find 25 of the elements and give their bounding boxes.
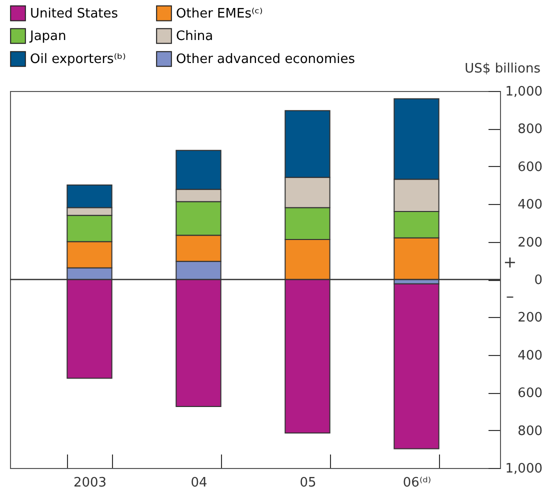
y-tick-label: 600 [518,386,542,402]
y-tick-label: 800 [518,424,542,439]
y-tick-label: 1,000 [505,462,542,476]
y-tick-label: 0 [534,273,542,288]
x-tick-label: 2003 [73,476,107,490]
x-tick-label: 06⁽ᵈ⁾ [402,476,432,490]
x-tick-label: 05 [300,476,316,490]
text: + [503,252,517,272]
legend-label: China [176,29,214,44]
bar [394,283,440,450]
legend-label: Other EMEs⁽ᶜ⁾ [176,6,263,22]
text: – [506,286,514,306]
x-tick-label: 04 [190,476,208,490]
y-tick-label: 200 [518,310,542,326]
y-axis-title: US$ billions [464,62,541,76]
legend-label: Other advanced economies [176,52,356,67]
y-tick-label: 600 [518,160,542,175]
y-tick-label: 800 [518,122,542,138]
y-tick-label: 1,000 [505,84,542,100]
legend-label: Japan [29,29,66,44]
legend-label: United States [30,6,118,22]
legend-label: Oil exporters⁽ᵇ⁾ [30,52,126,67]
y-tick-label: 200 [518,235,542,250]
y-tick-label: 400 [518,348,542,364]
y-tick-label: 400 [518,198,542,213]
